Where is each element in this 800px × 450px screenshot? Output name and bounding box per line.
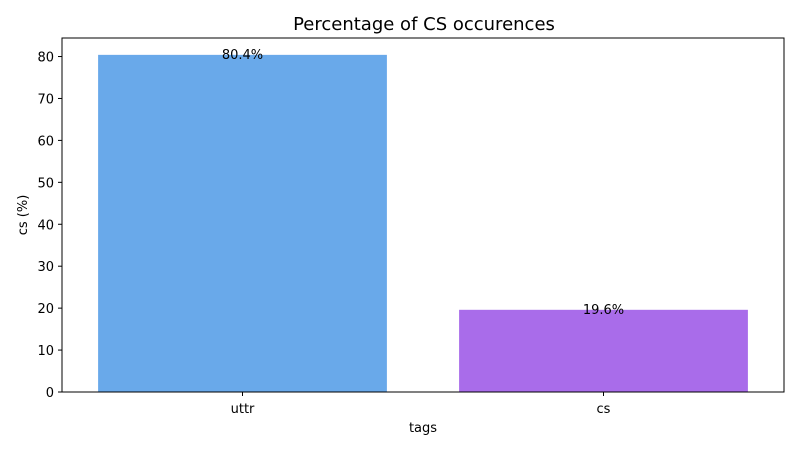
y-tick-label: 50 bbox=[37, 176, 54, 191]
y-tick-label: 30 bbox=[37, 260, 54, 275]
bar-data-label-cs: 19.6% bbox=[583, 303, 624, 318]
plot-area-frame bbox=[61, 37, 785, 393]
bars bbox=[98, 54, 748, 392]
x-tick-label-cs: cs bbox=[597, 402, 611, 417]
x-tick-label-uttr: uttr bbox=[231, 402, 255, 417]
y-tick-label: 70 bbox=[37, 92, 54, 107]
bar-data-labels: 80.4% 19.6% bbox=[222, 48, 624, 318]
bar-uttr bbox=[98, 54, 387, 392]
y-tick-label: 10 bbox=[37, 344, 54, 359]
y-tick-label: 80 bbox=[37, 51, 54, 66]
x-axis-label: tags bbox=[409, 421, 437, 436]
y-tick-label: 0 bbox=[46, 386, 54, 401]
y-tick-label: 60 bbox=[37, 134, 54, 149]
x-axis-ticks: uttr cs bbox=[231, 392, 611, 417]
y-axis-ticks: 0 10 20 30 40 50 60 70 80 bbox=[37, 51, 62, 401]
bar-cs bbox=[459, 309, 748, 392]
chart-title: Percentage of CS occurences bbox=[293, 14, 555, 35]
bar-data-label-uttr: 80.4% bbox=[222, 48, 263, 63]
y-tick-label: 20 bbox=[37, 302, 54, 317]
y-axis-label: cs (%) bbox=[16, 195, 31, 236]
y-tick-label: 40 bbox=[37, 218, 54, 233]
